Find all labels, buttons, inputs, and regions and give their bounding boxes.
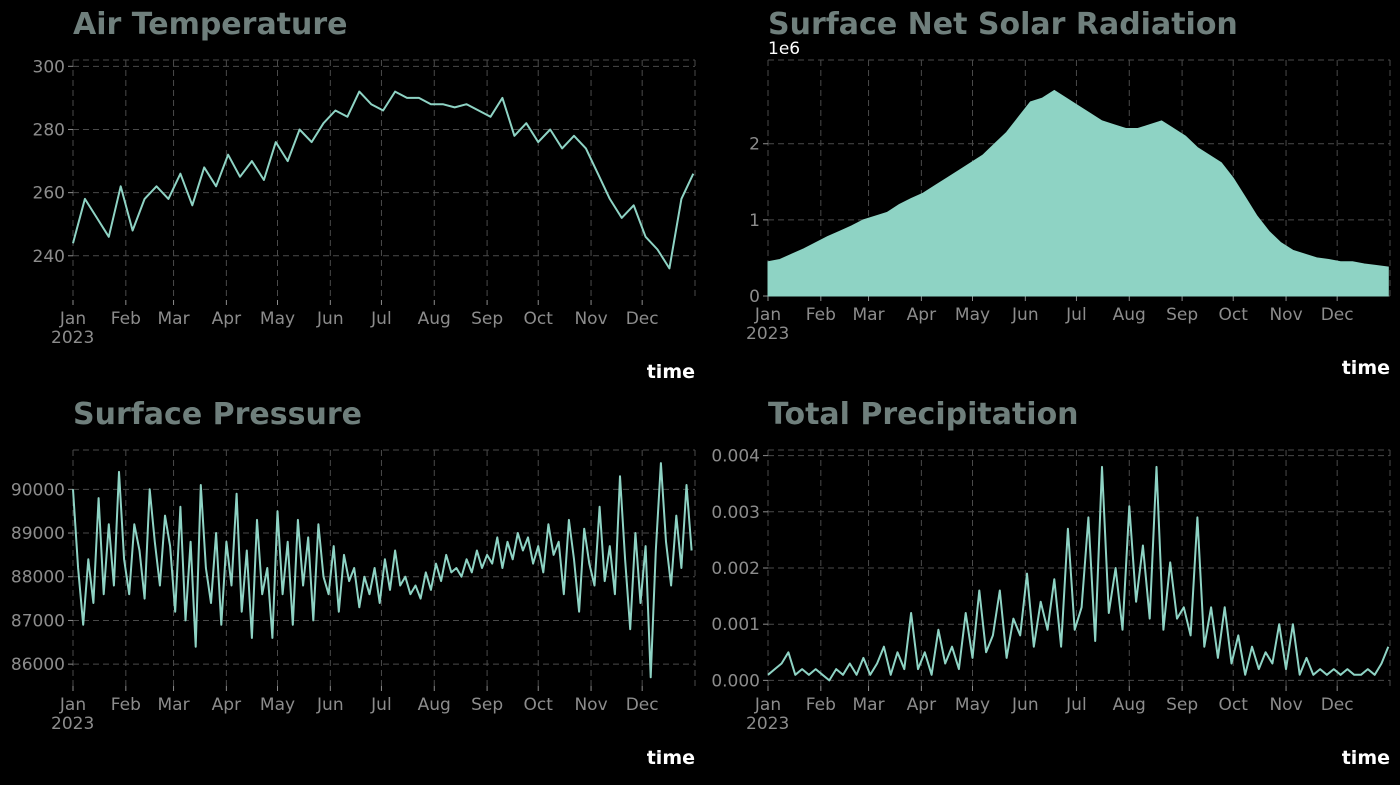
chart-title: Air Temperature	[73, 7, 348, 42]
x-axis-label: time	[647, 361, 695, 383]
series-line	[72, 462, 693, 679]
x-tick-label: Aug	[418, 695, 451, 715]
x-tick-label: Jan	[59, 309, 86, 329]
x-axis-label: time	[1342, 357, 1390, 379]
x-tick-label: Jun	[1011, 695, 1039, 715]
x-axis-label: time	[647, 747, 695, 769]
x-tick-label: Aug	[1113, 695, 1146, 715]
y-tick-label: 0.002	[711, 559, 760, 579]
x-tick-label: Dec	[1321, 695, 1354, 715]
x-tick-label: Mar	[853, 305, 885, 325]
x-axis-label: time	[1342, 747, 1390, 769]
x-tick-label: May	[955, 305, 990, 325]
x-tick-label: May	[260, 695, 295, 715]
x-tick-label: Jul	[370, 695, 392, 715]
x-tick-label: Nov	[574, 309, 607, 329]
x-tick-label: Jun	[316, 309, 344, 329]
x-tick-label: Jan	[754, 305, 781, 325]
y-tick-label: 0	[749, 287, 760, 307]
x-tick-label: Feb	[111, 695, 141, 715]
chart-title: Surface Pressure	[73, 397, 362, 432]
x-tick-label: Jul	[1065, 695, 1087, 715]
y-tick-label: 0.001	[711, 615, 760, 635]
x-tick-label: Jan	[59, 695, 86, 715]
x-tick-label: Jun	[316, 695, 344, 715]
x-tick-label: Dec	[626, 309, 659, 329]
y-tick-label: 240	[33, 247, 65, 267]
series-line	[767, 465, 1390, 682]
x-tick-label: Sep	[471, 695, 503, 715]
x-tick-label: Dec	[1321, 305, 1354, 325]
x-tick-label: May	[955, 695, 990, 715]
x-tick-label: Mar	[853, 695, 885, 715]
y-tick-label: 86000	[11, 655, 65, 675]
x-tick-label: Apr	[212, 695, 241, 715]
x-tick-label: Aug	[1113, 305, 1146, 325]
y-tick-label: 88000	[11, 568, 65, 588]
x-tick-label: Aug	[418, 309, 451, 329]
chart-title: Total Precipitation	[768, 397, 1079, 432]
y-tick-label: 0.003	[711, 503, 760, 523]
chart-total-precipitation: Total Precipitation Jan Feb Mar Apr May Jun Jul…	[711, 397, 1391, 769]
x-tick-label: Feb	[806, 305, 836, 325]
y-tick-label: 90000	[11, 480, 65, 500]
chart-title: Surface Net Solar Radiation	[768, 7, 1238, 42]
series-line	[72, 90, 695, 270]
x-tick-label: Nov	[1269, 695, 1302, 715]
y-tick-label: 0.000	[711, 671, 760, 691]
x-tick-label: Oct	[524, 309, 554, 329]
x-tick-label: May	[260, 309, 295, 329]
x-tick-label: Sep	[1166, 695, 1198, 715]
x-tick-label: Apr	[907, 305, 936, 325]
chart-surface-pressure: Surface Pressure Jan Feb Mar Apr May Jun Jul Aug…	[11, 397, 696, 769]
x-tick-label: Nov	[1269, 305, 1302, 325]
x-tick-label: Oct	[1219, 695, 1249, 715]
x-tick-label: Sep	[471, 309, 503, 329]
x-tick-label: Apr	[907, 695, 936, 715]
series-area	[767, 89, 1389, 297]
x-tick-label: Apr	[212, 309, 241, 329]
y-tick-label: 2	[749, 135, 760, 155]
panel-surface-net-solar-radiation: Surface Net Solar Radiation 1e6 Jan Feb Mar A…	[700, 0, 1400, 390]
year-label: 2023	[746, 714, 789, 734]
x-tick-label: Jul	[1065, 305, 1087, 325]
y-tick-label: 300	[33, 57, 65, 77]
year-label: 2023	[51, 328, 94, 348]
x-tick-label: Jun	[1011, 305, 1039, 325]
y-tick-label: 1	[749, 211, 760, 231]
y-tick-label: 0.004	[711, 447, 760, 467]
x-tick-label: Jul	[370, 309, 392, 329]
offset-label: 1e6	[768, 39, 800, 59]
year-label: 2023	[51, 714, 94, 734]
y-tick-label: 260	[33, 184, 65, 204]
x-tick-label: Feb	[806, 695, 836, 715]
x-tick-label: Mar	[158, 309, 190, 329]
panel-total-precipitation: Total Precipitation Jan Feb Mar Apr May Jun Jul…	[700, 390, 1400, 781]
y-tick-label: 87000	[11, 611, 65, 631]
y-tick-label: 280	[33, 120, 65, 140]
panel-surface-pressure: Surface Pressure Jan Feb Mar Apr May Jun Jul Aug…	[0, 390, 700, 781]
x-tick-label: Oct	[524, 695, 554, 715]
x-tick-label: Oct	[1219, 305, 1249, 325]
x-tick-label: Dec	[626, 695, 659, 715]
x-tick-label: Nov	[574, 695, 607, 715]
x-tick-label: Jan	[754, 695, 781, 715]
x-tick-label: Sep	[1166, 305, 1198, 325]
x-tick-label: Mar	[158, 695, 190, 715]
year-label: 2023	[746, 324, 789, 344]
x-tick-label: Feb	[111, 309, 141, 329]
y-tick-label: 89000	[11, 524, 65, 544]
chart-air-temperature: Air Temperature Jan Feb Mar Apr May Jun Jul Aug S…	[33, 7, 696, 383]
panel-air-temperature: Air Temperature Jan Feb Mar Apr May Jun Jul Aug S…	[0, 0, 700, 390]
